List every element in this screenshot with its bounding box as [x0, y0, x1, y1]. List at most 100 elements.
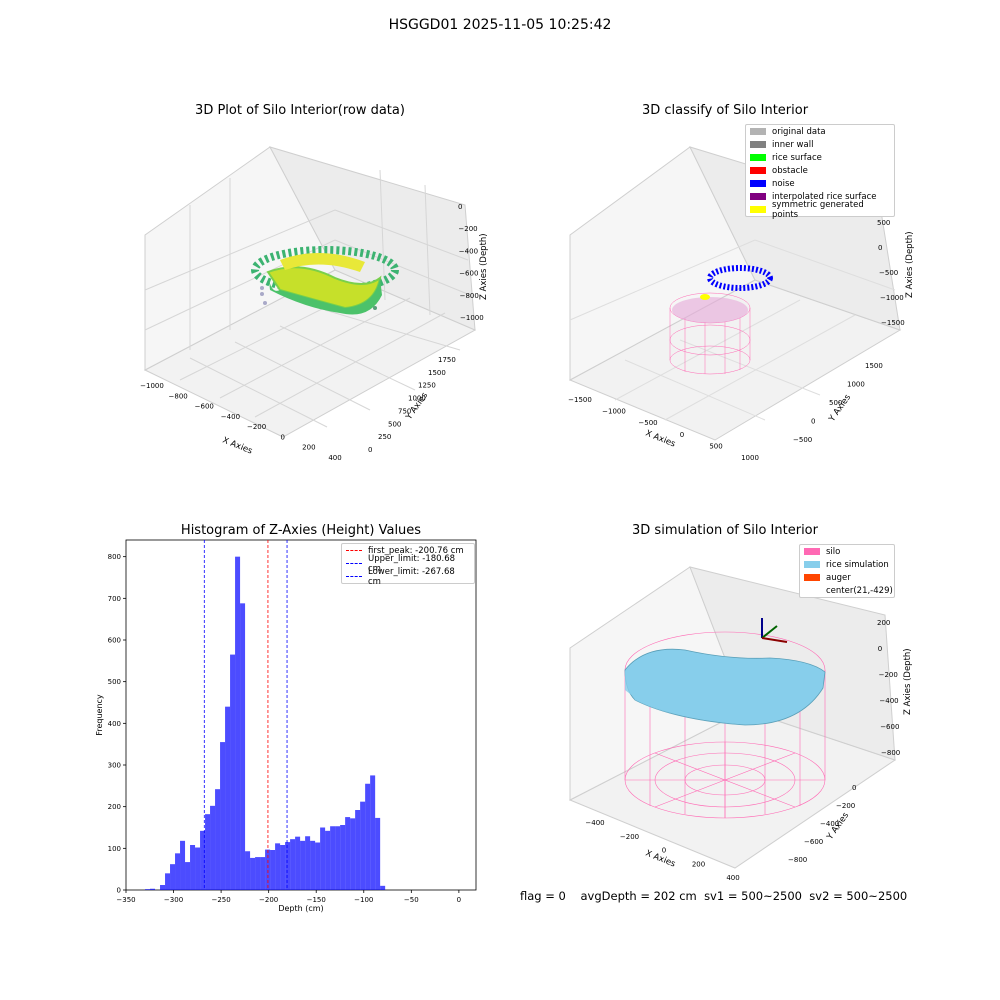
legend-item: obstacle	[746, 164, 894, 177]
legend-label: Lower_limit: -267.68 cm	[368, 566, 455, 587]
classify-z-tick-label: −1500	[881, 319, 905, 327]
legend-label: inner wall	[772, 139, 814, 150]
raw-plot-title: 3D Plot of Silo Interior(row data)	[195, 103, 405, 118]
raw-y-tick-labels: 0 250 500 750 1000 1250 1500 1750	[368, 356, 456, 454]
histogram-xlabel: Depth (cm)	[278, 904, 323, 913]
classify-x-tick-label: −1500	[568, 396, 592, 404]
histogram-bar	[250, 857, 256, 890]
histogram-frame	[125, 539, 477, 891]
histogram-reference-lines	[203, 540, 288, 890]
histogram-bar	[280, 845, 286, 890]
legend-item: rice surface	[746, 151, 894, 164]
raw-x-tick-label: −800	[169, 392, 188, 400]
histogram-bar	[230, 654, 236, 890]
histogram-bar	[325, 830, 331, 890]
raw-y-tick-label: 500	[388, 420, 401, 428]
histogram-bar	[260, 857, 266, 890]
sim-x-tick-label: −400	[585, 819, 604, 827]
classify-x-tick-label: −500	[638, 419, 657, 427]
legend-item: interpolated rice surface	[746, 190, 894, 203]
sim-legend: silo rice simulation auger center(21,-429)	[799, 544, 895, 598]
classify-x-tick-label: 500	[709, 442, 722, 450]
legend-item: first_peak: -200.76 cm	[342, 544, 474, 557]
y-tick-label: 500	[108, 678, 121, 686]
legend-line-swatch	[346, 550, 362, 551]
histogram-bar	[145, 889, 151, 890]
raw-x-tick-label: 400	[328, 454, 341, 462]
histogram-bar	[370, 775, 376, 890]
classify-z-tick-label: 500	[877, 219, 890, 227]
sim-plot-title: 3D simulation of Silo Interior	[632, 523, 818, 538]
histogram-bar	[300, 840, 306, 890]
legend-line-swatch	[346, 563, 362, 564]
histogram-bar	[315, 842, 321, 890]
sim-z-tick-label: −800	[881, 749, 900, 757]
sim-zlabel: Z Axies (Depth)	[903, 648, 913, 715]
sim-y-tick-label: −400	[820, 820, 839, 828]
histogram-bar	[275, 843, 281, 890]
sim-x-tick-labels: −400 −200 0 200 400	[585, 819, 739, 880]
histogram-bar	[360, 801, 366, 890]
raw-z-tick-label: 0	[458, 203, 462, 211]
legend-item: auger	[800, 571, 894, 584]
histogram-bar	[285, 842, 291, 890]
legend-swatch	[804, 574, 820, 581]
classify-y-tick-label: −500	[793, 436, 812, 444]
classify-y-tick-label: 1500	[865, 362, 883, 370]
histogram-bar	[225, 706, 231, 890]
classify-legend: original data inner wall rice surface obsta…	[745, 124, 895, 220]
histogram-y-ticks: 0 100 200 300 400 500 600 700 800	[108, 553, 126, 895]
histogram-bar	[305, 836, 311, 890]
legend-label: rice simulation	[826, 559, 889, 570]
histogram-bar	[270, 850, 276, 890]
classify-x-tick-label: −1000	[602, 408, 626, 416]
sim-z-tick-label: −400	[879, 697, 898, 705]
sim-3d-plot: X Axies Y Axies Z Axies (Depth) −400−200…	[568, 566, 913, 880]
classify-x-tick-labels: −1500 −1000 −500 0 500 1000	[568, 396, 759, 462]
legend-label: interpolated rice surface	[772, 191, 877, 202]
raw-z-tick-label: −400	[459, 247, 478, 255]
histogram-bar	[210, 805, 216, 890]
classify-z-tick-labels: 500 0 −500 −1000 −1500	[877, 219, 905, 327]
raw-z-tick-label: −200	[458, 225, 477, 233]
legend-item: inner wall	[746, 138, 894, 151]
histogram-bar	[255, 857, 261, 890]
histogram-bar	[205, 814, 211, 890]
histogram-bar	[380, 885, 386, 890]
histogram-ylabel: Frequency	[95, 694, 104, 736]
legend-item: center(21,-429)	[800, 584, 894, 597]
histogram-bar	[220, 742, 226, 890]
legend-line-swatch	[346, 576, 362, 577]
histogram-title: Histogram of Z-Axies (Height) Values	[180, 523, 422, 538]
legend-swatch	[804, 548, 820, 555]
sim-z-tick-label: −200	[879, 671, 898, 679]
histogram-bar	[235, 556, 241, 890]
legend-label: symmetric generated points	[772, 199, 864, 220]
legend-label: auger	[826, 572, 851, 583]
x-tick-label: −50	[404, 896, 419, 904]
classify-zlabel: Z Axies (Depth)	[905, 231, 915, 298]
histogram-bar	[375, 817, 381, 890]
legend-swatch	[750, 167, 766, 174]
histogram-bar	[200, 830, 206, 890]
sim-z-tick-label: −600	[880, 723, 899, 731]
status-line: flag = 0 avgDepth = 202 cm sv1 = 500~250…	[520, 889, 907, 903]
classify-y-tick-label: 0	[811, 418, 815, 426]
histogram-bar	[240, 603, 246, 890]
sim-z-tick-labels: 200 0 −200 −400 −600 −800	[877, 619, 900, 757]
classify-z-tick-label: −500	[879, 269, 898, 277]
y-tick-label: 400	[108, 720, 121, 728]
histogram-bar	[265, 849, 271, 890]
histogram-bar	[190, 845, 196, 890]
raw-x-tick-label: −600	[195, 403, 214, 411]
legend-swatch	[750, 180, 766, 187]
legend-swatch	[750, 154, 766, 161]
classify-z-tick-label: 0	[878, 244, 882, 252]
raw-x-tick-labels: −1000 −800 −600 −400 −200 0 200 400	[140, 382, 342, 462]
sim-x-tick-label: −200	[620, 833, 639, 841]
legend-label: center(21,-429)	[826, 585, 893, 596]
sim-x-tick-label: 200	[692, 860, 705, 868]
flag-text: flag = 0	[520, 889, 566, 903]
classify-plot-title: 3D classify of Silo Interior	[641, 103, 809, 118]
raw-z-tick-label: −600	[459, 270, 478, 278]
